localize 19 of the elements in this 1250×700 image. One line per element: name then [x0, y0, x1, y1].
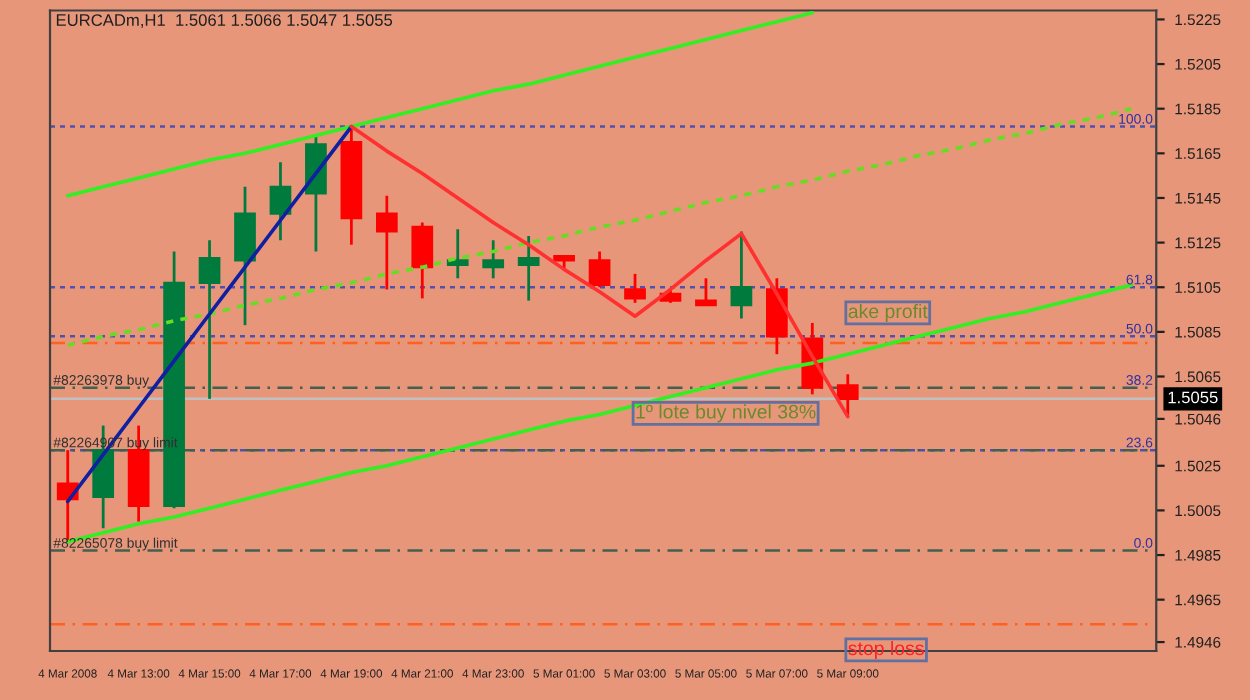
candlestick: [517, 234, 540, 303]
candlestick: [375, 194, 398, 291]
line-series: [349, 124, 850, 419]
candlestick: [446, 227, 469, 280]
chart-title: EURCADm,H1 1.5061 1.5066 1.5047 1.5055: [56, 14, 393, 28]
candlestick: [730, 230, 753, 320]
candlestick: [482, 238, 505, 280]
ref-line-label: 1.5055: [1168, 391, 1218, 404]
candlestick: [234, 185, 256, 327]
candlestick: [588, 250, 611, 289]
candlestick: [411, 221, 434, 300]
annotation: ake profit: [848, 303, 928, 323]
candlestick: [198, 238, 221, 401]
candlestick: [836, 372, 859, 419]
candlestick: [624, 272, 646, 305]
annotation: 1º lote buy nivel 38%: [636, 404, 816, 423]
candlestick: [695, 276, 717, 307]
candlestick: [766, 276, 788, 356]
candlestick: [269, 160, 292, 242]
